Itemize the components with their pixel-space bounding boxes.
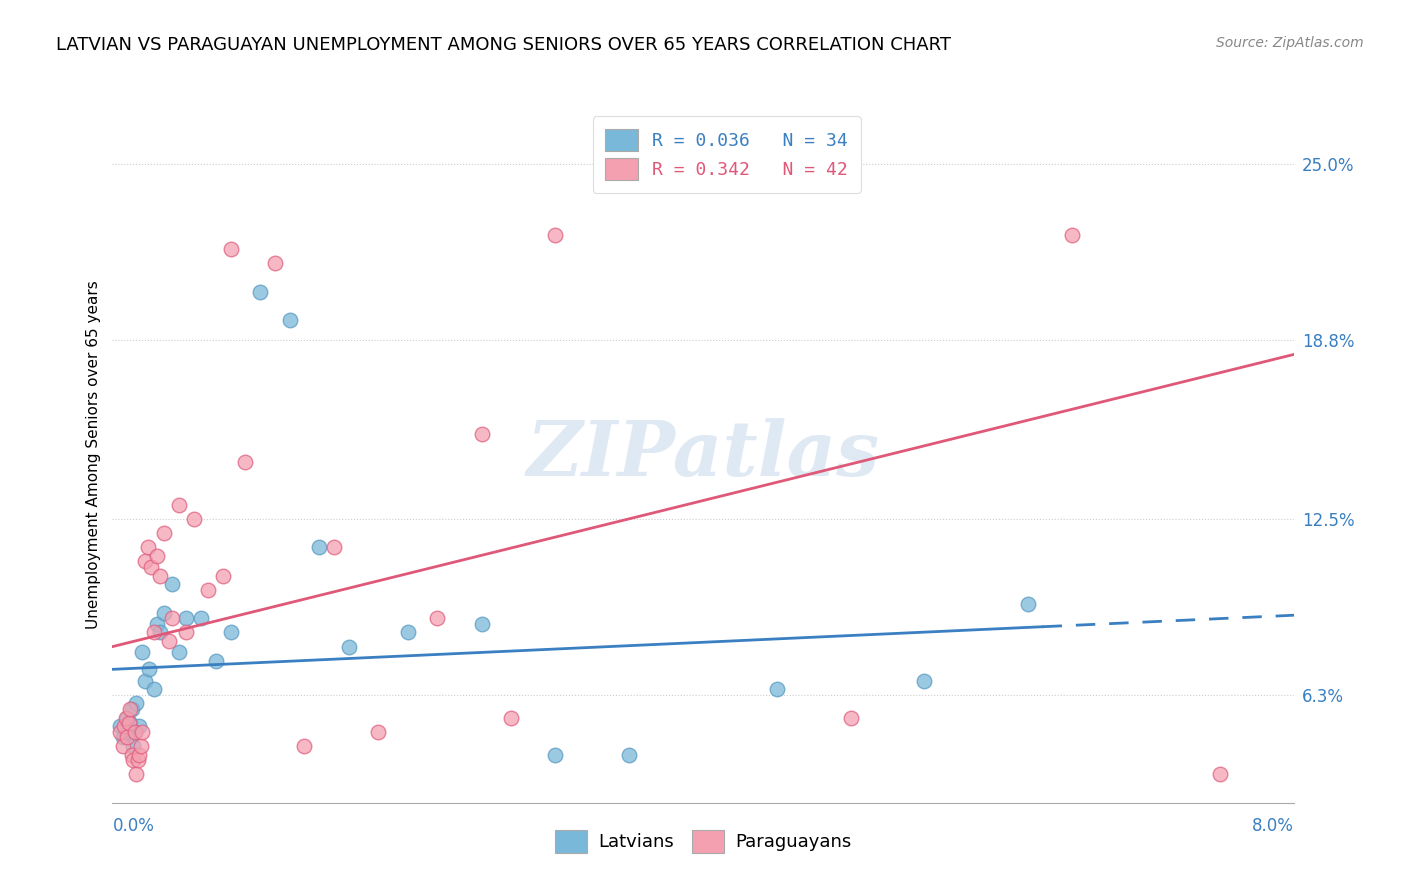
Point <box>396 625 419 640</box>
Point <box>121 702 143 716</box>
Point <box>134 673 156 688</box>
Point <box>619 747 641 762</box>
Point <box>114 724 136 739</box>
Point <box>219 625 242 640</box>
Point <box>197 582 219 597</box>
Point <box>153 526 176 541</box>
Point <box>111 739 134 753</box>
Point <box>167 645 190 659</box>
Point <box>839 710 862 724</box>
Point <box>120 702 142 716</box>
Point <box>122 739 145 753</box>
Point <box>114 710 136 724</box>
Point <box>131 645 153 659</box>
Point <box>124 724 146 739</box>
Point <box>153 606 176 620</box>
Point <box>136 540 159 554</box>
Point <box>470 616 494 631</box>
Point <box>122 753 145 767</box>
Text: Source: ZipAtlas.com: Source: ZipAtlas.com <box>1216 36 1364 50</box>
Text: ZIPatlas: ZIPatlas <box>526 418 880 491</box>
Point <box>914 673 936 688</box>
Point <box>292 739 315 753</box>
Point <box>139 560 162 574</box>
Point <box>125 767 148 781</box>
Point <box>544 227 567 242</box>
Point <box>160 611 183 625</box>
Point <box>128 747 150 762</box>
Point <box>1208 767 1232 781</box>
Legend: Latvians, Paraguayans: Latvians, Paraguayans <box>544 820 862 863</box>
Point <box>149 568 172 582</box>
Point <box>205 654 228 668</box>
Point <box>167 498 190 512</box>
Point <box>544 747 567 762</box>
Point <box>125 697 148 711</box>
Point <box>127 753 149 767</box>
Point <box>117 731 138 745</box>
Point <box>157 634 180 648</box>
Point <box>501 710 523 724</box>
Point <box>128 719 150 733</box>
Point <box>470 426 494 441</box>
Point <box>174 625 197 640</box>
Text: 8.0%: 8.0% <box>1251 817 1294 835</box>
Point <box>337 640 360 654</box>
Point <box>367 724 389 739</box>
Point <box>142 625 165 640</box>
Point <box>1017 597 1039 611</box>
Point <box>766 682 789 697</box>
Point <box>129 739 152 753</box>
Point <box>149 625 172 640</box>
Point <box>278 313 301 327</box>
Point <box>134 554 156 568</box>
Point <box>118 716 141 731</box>
Point <box>190 611 212 625</box>
Point <box>131 724 153 739</box>
Point <box>264 256 287 270</box>
Point <box>120 716 142 731</box>
Point <box>233 455 256 469</box>
Text: 0.0%: 0.0% <box>112 817 155 835</box>
Point <box>212 568 235 582</box>
Point <box>142 682 165 697</box>
Point <box>108 719 131 733</box>
Point <box>160 577 183 591</box>
Point <box>112 719 135 733</box>
Point <box>1062 227 1084 242</box>
Point <box>124 724 146 739</box>
Point <box>323 540 346 554</box>
Point <box>146 616 169 631</box>
Point <box>138 662 160 676</box>
Point <box>111 731 134 745</box>
Point <box>219 242 242 256</box>
Point <box>308 540 330 554</box>
Point <box>117 710 138 724</box>
Point <box>183 512 205 526</box>
Point <box>108 724 131 739</box>
Point <box>174 611 197 625</box>
Point <box>249 285 271 299</box>
Y-axis label: Unemployment Among Seniors over 65 years: Unemployment Among Seniors over 65 years <box>86 281 101 629</box>
Point <box>426 611 449 625</box>
Point <box>146 549 169 563</box>
Point <box>121 747 143 762</box>
Text: LATVIAN VS PARAGUAYAN UNEMPLOYMENT AMONG SENIORS OVER 65 YEARS CORRELATION CHART: LATVIAN VS PARAGUAYAN UNEMPLOYMENT AMONG… <box>56 36 952 54</box>
